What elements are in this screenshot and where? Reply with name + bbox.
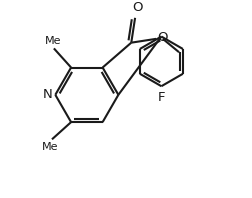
Text: F: F — [157, 91, 165, 104]
Text: O: O — [156, 31, 167, 44]
Text: N: N — [43, 88, 52, 101]
Text: Me: Me — [45, 35, 61, 46]
Text: Me: Me — [42, 142, 58, 152]
Text: O: O — [131, 1, 142, 14]
